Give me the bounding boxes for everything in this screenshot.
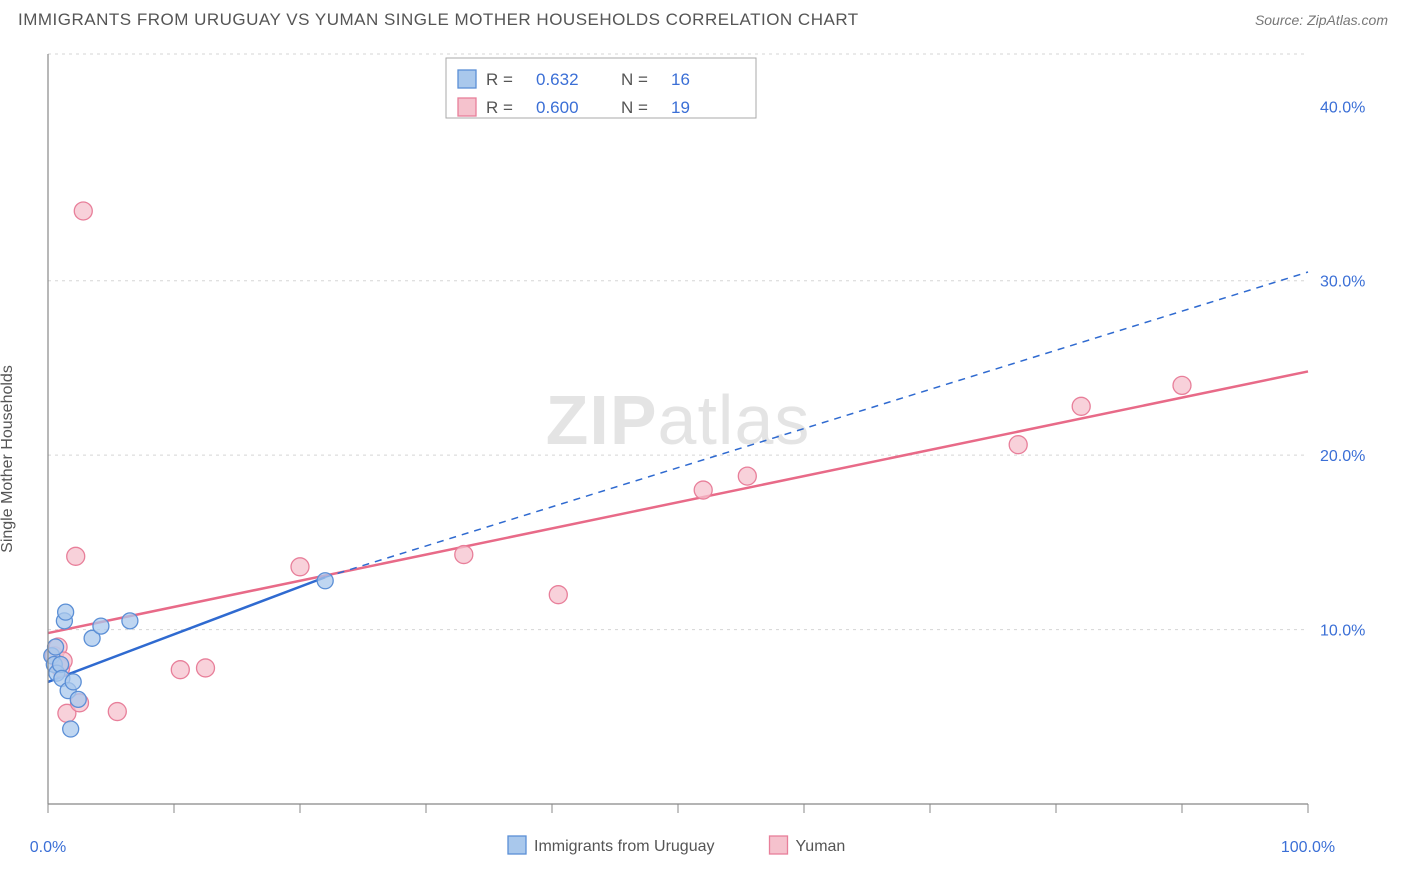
scatter-chart: ZIPatlas 0.0% 100.0% 10.0% 20.0% 30.0% 40.0% R … [18, 44, 1388, 874]
svg-text:ZIPatlas: ZIPatlas [546, 381, 811, 459]
svg-text:19: 19 [671, 98, 690, 117]
svg-text:20.0%: 20.0% [1320, 448, 1365, 465]
chart-source: Source: ZipAtlas.com [1255, 12, 1388, 28]
svg-text:N =: N = [621, 98, 648, 117]
chart-title: IMMIGRANTS FROM URUGUAY VS YUMAN SINGLE … [18, 10, 859, 30]
svg-text:R =: R = [486, 98, 513, 117]
svg-text:16: 16 [671, 70, 690, 89]
svg-text:30.0%: 30.0% [1320, 274, 1365, 291]
svg-text:0.600: 0.600 [536, 98, 579, 117]
svg-text:Immigrants from Uruguay: Immigrants from Uruguay [534, 838, 715, 855]
svg-text:0.0%: 0.0% [30, 839, 66, 856]
y-axis-label: Single Mother Households [0, 365, 17, 553]
svg-text:N =: N = [621, 70, 648, 89]
svg-text:Yuman: Yuman [796, 838, 846, 855]
svg-text:0.632: 0.632 [536, 70, 579, 89]
svg-text:R =: R = [486, 70, 513, 89]
svg-text:100.0%: 100.0% [1281, 839, 1335, 856]
svg-text:10.0%: 10.0% [1320, 623, 1365, 640]
svg-text:40.0%: 40.0% [1320, 99, 1365, 116]
chart-area: Single Mother Households ZIPatlas0.0%100… [18, 44, 1388, 874]
